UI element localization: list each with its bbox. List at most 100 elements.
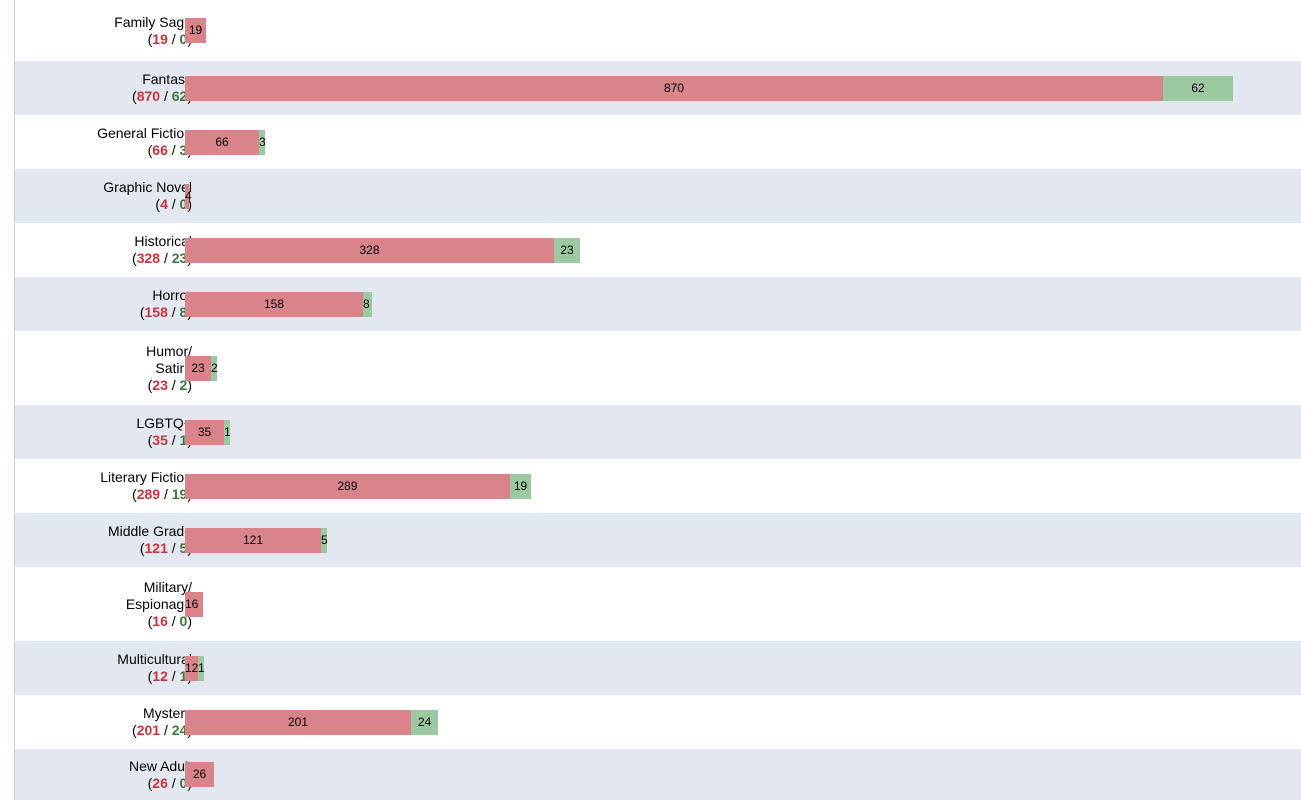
category-name: Mystery: [143, 705, 192, 721]
bar-segment-green: 1: [198, 656, 205, 681]
bar-segment-green: 2: [211, 356, 218, 381]
count-red: 12: [152, 668, 168, 684]
count-red: 289: [136, 486, 161, 502]
category-name: General Fiction: [97, 125, 192, 141]
category-name: Military/: [143, 578, 192, 595]
category-name: Fantasy: [142, 71, 192, 87]
count-red: 66: [152, 142, 168, 158]
bar-segment-red: 23: [185, 356, 211, 381]
category-counts: (870 / 62): [132, 88, 192, 104]
count-green: 0: [179, 774, 188, 791]
category-label: Literary Fiction(289 / 19): [15, 459, 192, 513]
count-green: 1: [179, 668, 188, 684]
count-red: 870: [136, 88, 161, 104]
count-red: 26: [152, 774, 168, 791]
bar-segment-red: 12: [185, 656, 198, 681]
category-name: Humor/: [146, 342, 192, 359]
category-name: Middle Grade: [107, 523, 192, 539]
category-label: Fantasy(870 / 62): [15, 61, 192, 115]
bar-segment-green: 3: [259, 130, 266, 155]
chart-row: Multicultural(12 / 1)121: [15, 641, 1301, 695]
category-label: Historical(328 / 23): [15, 223, 192, 277]
bar-segment-red: 158: [185, 292, 363, 317]
chart-row: Military/Espionage (16 / 0) 16: [15, 567, 1301, 641]
category-name: Espionage: [125, 595, 192, 612]
bar-segment-red: 16: [185, 592, 203, 617]
category-counts: (289 / 19): [132, 486, 192, 502]
category-name: Family Saga: [114, 13, 192, 30]
chart-row: New Adult(26 / 0)26: [15, 749, 1301, 800]
category-counts: (16 / 0): [147, 612, 192, 629]
count-green: 0: [179, 196, 188, 212]
bar-segment-green: 8: [363, 292, 372, 317]
category-label: Horror(158 / 8): [15, 277, 192, 331]
category-counts: (4 / 0): [155, 196, 192, 212]
bar-segment-red: 870: [185, 76, 1163, 101]
chart-row: Humor/Satire (23 / 2) 23 2: [15, 331, 1301, 405]
category-label: Military/Espionage (16 / 0): [15, 567, 192, 641]
bar-segment-green: 5: [321, 528, 328, 553]
count-green: 3: [179, 142, 188, 158]
count-green: 5: [179, 540, 188, 556]
category-name: Graphic Novel: [103, 179, 192, 195]
category-label: New Adult(26 / 0): [15, 749, 192, 800]
chart-row: LGBTQ+(35 / 1)351: [15, 405, 1301, 459]
bar-segment-red: 19: [185, 18, 206, 43]
bar-segment-green: 62: [1163, 76, 1233, 101]
chart-row: Family Saga(19 / 0)19: [15, 0, 1301, 61]
category-label: Humor/Satire (23 / 2): [15, 331, 192, 405]
category-label: LGBTQ+(35 / 1): [15, 405, 192, 459]
category-name: LGBTQ+: [136, 415, 192, 431]
count-red: 35: [152, 432, 168, 448]
count-green: 24: [171, 722, 188, 738]
category-label: Middle Grade(121 / 5): [15, 513, 192, 567]
category-label: Family Saga(19 / 0): [15, 0, 192, 61]
category-counts: (201 / 24): [132, 722, 192, 738]
bar-segment-green: 23: [554, 238, 580, 263]
count-red: 23: [152, 376, 168, 393]
bar-segment-red: 289: [185, 474, 510, 499]
chart-row: General Fiction(66 / 3)663: [15, 115, 1301, 169]
count-green: 0: [179, 30, 188, 47]
bar-segment-red: 328: [185, 238, 554, 263]
category-name: Satire: [155, 359, 192, 376]
count-red: 19: [152, 30, 168, 47]
count-red: 158: [144, 304, 168, 320]
count-red: 328: [136, 250, 161, 266]
count-red: 121: [144, 540, 168, 556]
count-green: 2: [179, 376, 188, 393]
count-green: 23: [171, 250, 188, 266]
bar-segment-green: 19: [510, 474, 531, 499]
category-counts: (23 / 2): [147, 376, 192, 393]
chart-row: Middle Grade(121 / 5)121 5: [15, 513, 1301, 567]
bar-segment-red: 201: [185, 710, 411, 735]
count-green: 8: [179, 304, 188, 320]
bar-segment-red: 35: [185, 420, 224, 445]
category-label: Mystery(201 / 24): [15, 695, 192, 749]
category-name: New Adult: [128, 757, 192, 774]
category-name: Multicultural: [117, 651, 192, 667]
bar-segment-green: 1: [224, 420, 231, 445]
category-name: Horror: [152, 287, 192, 303]
category-label: General Fiction(66 / 3): [15, 115, 192, 169]
count-green: 1: [179, 432, 188, 448]
count-red: 4: [160, 196, 168, 212]
category-counts: (328 / 23): [132, 250, 192, 266]
count-green: 19: [171, 486, 188, 502]
category-label: Multicultural(12 / 1): [15, 641, 192, 695]
chart-row: Graphic Novel (4 / 0) 4: [15, 169, 1301, 223]
bar-segment-red: 26: [185, 762, 214, 787]
bar-segment-red: 4: [185, 184, 192, 209]
bar-segment-red: 66: [185, 130, 259, 155]
count-green: 62: [171, 88, 188, 104]
category-name: Literary Fiction: [100, 469, 192, 485]
category-name: Historical: [134, 233, 192, 249]
category-label: Graphic Novel (4 / 0): [15, 169, 192, 223]
count-red: 201: [136, 722, 161, 738]
